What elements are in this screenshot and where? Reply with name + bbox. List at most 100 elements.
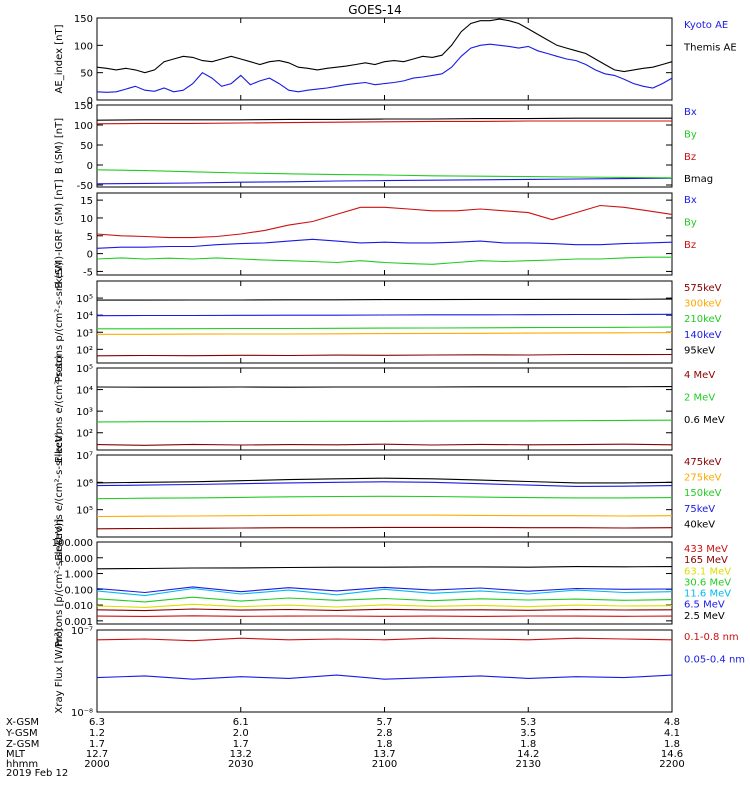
ylabel: AE_index [nT] — [54, 24, 65, 93]
legend-entry: 475keV — [684, 457, 722, 468]
series-line-bx — [96, 238, 673, 249]
ytick-label: 0.001 — [64, 617, 93, 628]
ytick-label: 10⁷ — [76, 451, 93, 462]
panel-5: 10² 10³ 10⁴ 10⁵ Electrons e/(cm²-s-sr) 4 MeV 2… — [54, 355, 725, 463]
legend-entry: 2 MeV — [684, 392, 715, 403]
series-line-bz — [96, 120, 672, 125]
ytick-label: 10.000 — [58, 554, 93, 565]
ylabel: Electrons e/(cm²-s-sr-keV) — [54, 431, 65, 560]
ytick-label: -5 — [83, 267, 93, 278]
legend-entry: 275keV — [684, 473, 722, 484]
ytick-label: 50 — [80, 69, 93, 80]
ytick-label: 10⁴ — [76, 311, 93, 322]
ytick-label: 100 — [74, 121, 93, 132]
panel-frame — [96, 541, 673, 625]
legend-entry: 140keV — [684, 330, 722, 341]
ytick-label: 10⁵ — [76, 364, 93, 375]
legend-entry: By — [684, 129, 697, 140]
legend-entry: 0.05-0.4 nm — [684, 654, 745, 665]
legend-entry: 575keV — [684, 283, 722, 294]
series-line-63-1-mev — [96, 603, 673, 608]
ephemeris-value: 1.2 — [89, 728, 105, 739]
ephemeris-label: Z-GSM — [6, 739, 39, 750]
ytick-label: 10² — [76, 345, 93, 356]
legend-entry: Bx — [684, 195, 697, 206]
ephemeris-value: 3.5 — [520, 728, 536, 739]
series-line-0-05-0-4-nm — [96, 674, 673, 680]
series-line-2-mev — [96, 419, 673, 423]
ytick-label: 150 — [74, 14, 93, 25]
panel-frame — [96, 367, 673, 451]
ytick-label: 100.000 — [52, 538, 93, 549]
series-line-210kev — [97, 326, 673, 330]
legend-entry: Themis AE — [683, 42, 737, 53]
ytick-label: 10 — [80, 214, 93, 225]
ephemeris-label: Y-GSM — [5, 728, 38, 739]
panel-4: 10² 10³ 10⁴ 10⁵ Protons p/(cm²-s-sr-keV) 575k… — [54, 262, 722, 383]
ephemeris-value: 2.8 — [377, 728, 393, 739]
legend-entry: 4 MeV — [684, 370, 715, 381]
series-line-6-5-mev — [96, 586, 673, 594]
ephemeris-value: 2000 — [84, 759, 109, 770]
ytick-label: -50 — [77, 181, 93, 192]
panel-1: 0 50 100 150 AE_index [nT] Kyoto AE Themis AE — [54, 14, 737, 107]
ephemeris-value: 1.8 — [664, 739, 680, 750]
legend-entry: 6.5 MeV — [684, 600, 725, 611]
series-line-150kev — [96, 495, 673, 500]
ytick-label: 10³ — [76, 407, 93, 418]
series-line-30-6-mev — [96, 596, 673, 603]
series-line-275kev — [96, 514, 673, 518]
ephemeris-label: hhmm — [6, 759, 38, 770]
ytick-label: 1.000 — [64, 570, 93, 581]
legend-entry: Bmag — [684, 174, 713, 185]
series-line-bz — [96, 204, 673, 239]
ephemeris-value: 2100 — [372, 759, 397, 770]
ytick-label: 15 — [80, 196, 93, 207]
ephemeris-value: 13.7 — [373, 749, 395, 760]
ytick-label: 0.010 — [64, 601, 93, 612]
series-line-75kev — [96, 481, 673, 487]
ytick-label: 10⁴ — [76, 386, 93, 397]
legend-entry: Kyoto AE — [684, 20, 728, 31]
ephemeris-value: 14.2 — [517, 749, 539, 760]
series-line-40kev — [96, 477, 673, 484]
legend-entry: 63.1 MeV — [684, 566, 731, 577]
ytick-label: 100 — [74, 41, 93, 52]
ytick-label: 0 — [87, 161, 93, 172]
ytick-label: 10⁻⁷ — [71, 626, 93, 637]
ephemeris-value: 6.3 — [89, 717, 105, 728]
ephemeris-label: MLT — [6, 749, 26, 760]
legend-entry: 30.6 MeV — [684, 577, 731, 588]
ytick-label: 0 — [87, 250, 93, 261]
series-line-95kev — [97, 298, 673, 301]
legend-entry: 165 MeV — [684, 555, 728, 566]
ephemeris-value: 14.6 — [661, 749, 683, 760]
ephemeris-value: 2.0 — [233, 728, 249, 739]
panel-frame — [96, 17, 673, 101]
ephemeris-value: 1.8 — [520, 739, 536, 750]
legend-entry: 300keV — [684, 299, 722, 310]
series-line-433-mev — [96, 615, 673, 617]
ylabel: Xray Flux [W/m²] — [54, 628, 65, 713]
ylabel: B (SM) [nT] — [54, 118, 65, 174]
legend-entry: 210keV — [684, 314, 722, 325]
date-label: 2019 Feb 12 — [6, 768, 68, 779]
legend-entry: 2.5 MeV — [684, 611, 725, 622]
legend-entry: Bx — [684, 107, 697, 118]
panel-6: 10⁵ 10⁶ 10⁷ Electrons e/(cm²-s-sr-keV) 475ke… — [54, 431, 722, 560]
panel-8: 10⁻⁸ 10⁻⁷ Xray Flux [W/m²] 0.1-0.8 nm 0.05-0… — [54, 626, 745, 719]
ylabel: Protons p/(cm²-s-sr-keV) — [54, 262, 65, 383]
ephemeris-value: 4.1 — [664, 728, 680, 739]
series-line-bx — [96, 177, 673, 185]
series-line-0-1-0-8-nm — [96, 637, 673, 642]
ephemeris-value: 1.7 — [233, 739, 249, 750]
legend-entry: 0.1-0.8 nm — [684, 632, 739, 643]
ytick-label: 0.100 — [64, 585, 93, 596]
ytick-label: 50 — [80, 141, 93, 152]
legend-entry: 40keV — [684, 519, 715, 530]
ytick-label: 5 — [87, 232, 93, 243]
panel-frame — [96, 629, 673, 713]
ytick-label: 10⁻⁸ — [71, 708, 93, 719]
ephemeris-value: 2130 — [516, 759, 541, 770]
